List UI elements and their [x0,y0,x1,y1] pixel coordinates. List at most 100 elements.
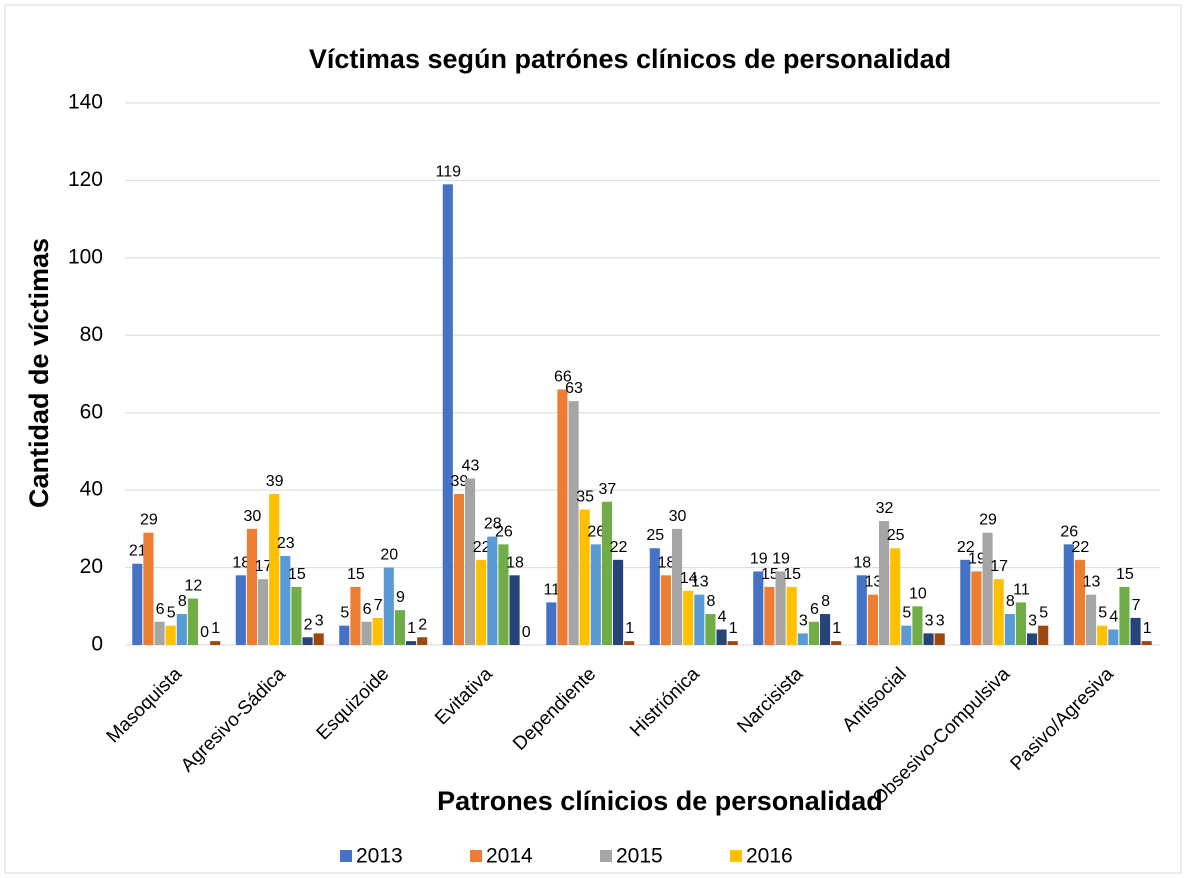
data-label: 0 [200,624,209,641]
bar [982,532,993,645]
bar [671,528,683,645]
bar [187,598,199,645]
data-label: 1 [625,620,634,637]
bar [764,586,775,645]
bar [1038,625,1049,645]
bar [1063,544,1074,645]
data-label: 39 [451,473,469,490]
data-label: 15 [288,566,306,583]
bar [727,641,738,645]
legend-label: 2013 [356,845,403,868]
y-tick-label: 60 [80,400,103,423]
bar [339,625,350,645]
legend-label: 2015 [616,845,663,868]
bar [154,621,165,645]
data-label: 15 [761,566,779,583]
data-label: 17 [255,558,273,575]
data-label: 17 [990,558,1008,575]
data-label: 25 [887,527,905,544]
data-label: 13 [865,574,883,591]
bar [406,641,417,645]
legend-label: 2016 [746,845,793,868]
data-label: 26 [587,523,605,540]
bar [350,586,361,645]
bar [269,494,280,645]
data-label: 9 [396,589,405,606]
data-label: 5 [340,605,349,622]
data-label: 3 [1028,612,1037,629]
data-label: 18 [232,554,250,571]
bar [716,629,727,645]
data-label: 3 [315,612,324,629]
bar [257,579,269,645]
data-label: 15 [347,566,365,583]
bar [993,579,1004,645]
bar [624,641,635,645]
legend-swatch [730,850,742,862]
data-label: 18 [506,554,524,571]
data-label: 7 [374,597,383,614]
legend-swatch [470,850,482,862]
bar [934,633,945,645]
bar [498,544,509,645]
bar [786,586,797,645]
data-label: 119 [436,163,462,180]
legend-label: 2014 [486,845,533,868]
data-label: 13 [691,574,709,591]
chart-title: Víctimas según patrónes clínicos de pers… [309,44,951,74]
legend-swatch [340,850,352,862]
bar [579,509,590,645]
bar [890,548,901,645]
chart-border [4,4,1182,874]
y-tick-label: 140 [68,91,103,114]
bar [960,559,971,645]
bar [694,594,705,645]
bar [361,621,372,645]
bar [912,606,923,645]
bar [176,614,187,645]
data-label: 8 [821,593,830,610]
data-label: 13 [1083,574,1101,591]
bar [649,548,660,645]
bar [867,594,878,645]
bar [165,625,176,645]
bar [372,617,383,645]
y-tick-label: 80 [80,323,103,346]
bar [820,614,831,645]
y-tick-label: 20 [80,555,103,578]
data-label: 0 [522,624,531,641]
bar [313,633,324,645]
bar [1085,594,1097,645]
data-label: 22 [1072,539,1090,556]
data-label: 19 [772,550,790,567]
bar [797,633,808,645]
y-tick-label: 120 [68,168,103,191]
bar [487,536,498,645]
bar [808,621,820,645]
data-label: 8 [1006,593,1015,610]
data-label: 15 [1116,566,1134,583]
data-label: 6 [156,601,165,618]
data-label: 3 [799,612,808,629]
bar [1119,586,1130,645]
bar [856,575,867,645]
data-label: 8 [706,593,715,610]
bar [464,478,476,645]
data-label: 21 [129,543,147,560]
bar [1141,641,1152,645]
data-label: 5 [902,605,911,622]
y-tick-label: 0 [91,633,103,656]
bar [302,637,313,645]
bar [557,389,568,645]
data-label: 11 [544,581,561,598]
data-label: 5 [167,605,176,622]
data-label: 35 [576,489,594,506]
bar [1004,614,1015,645]
data-label: 66 [554,368,572,385]
data-label: 39 [266,473,284,490]
data-label: 37 [599,481,617,498]
data-label: 11 [1013,581,1030,598]
data-label: 29 [979,512,997,529]
bar [476,559,487,645]
